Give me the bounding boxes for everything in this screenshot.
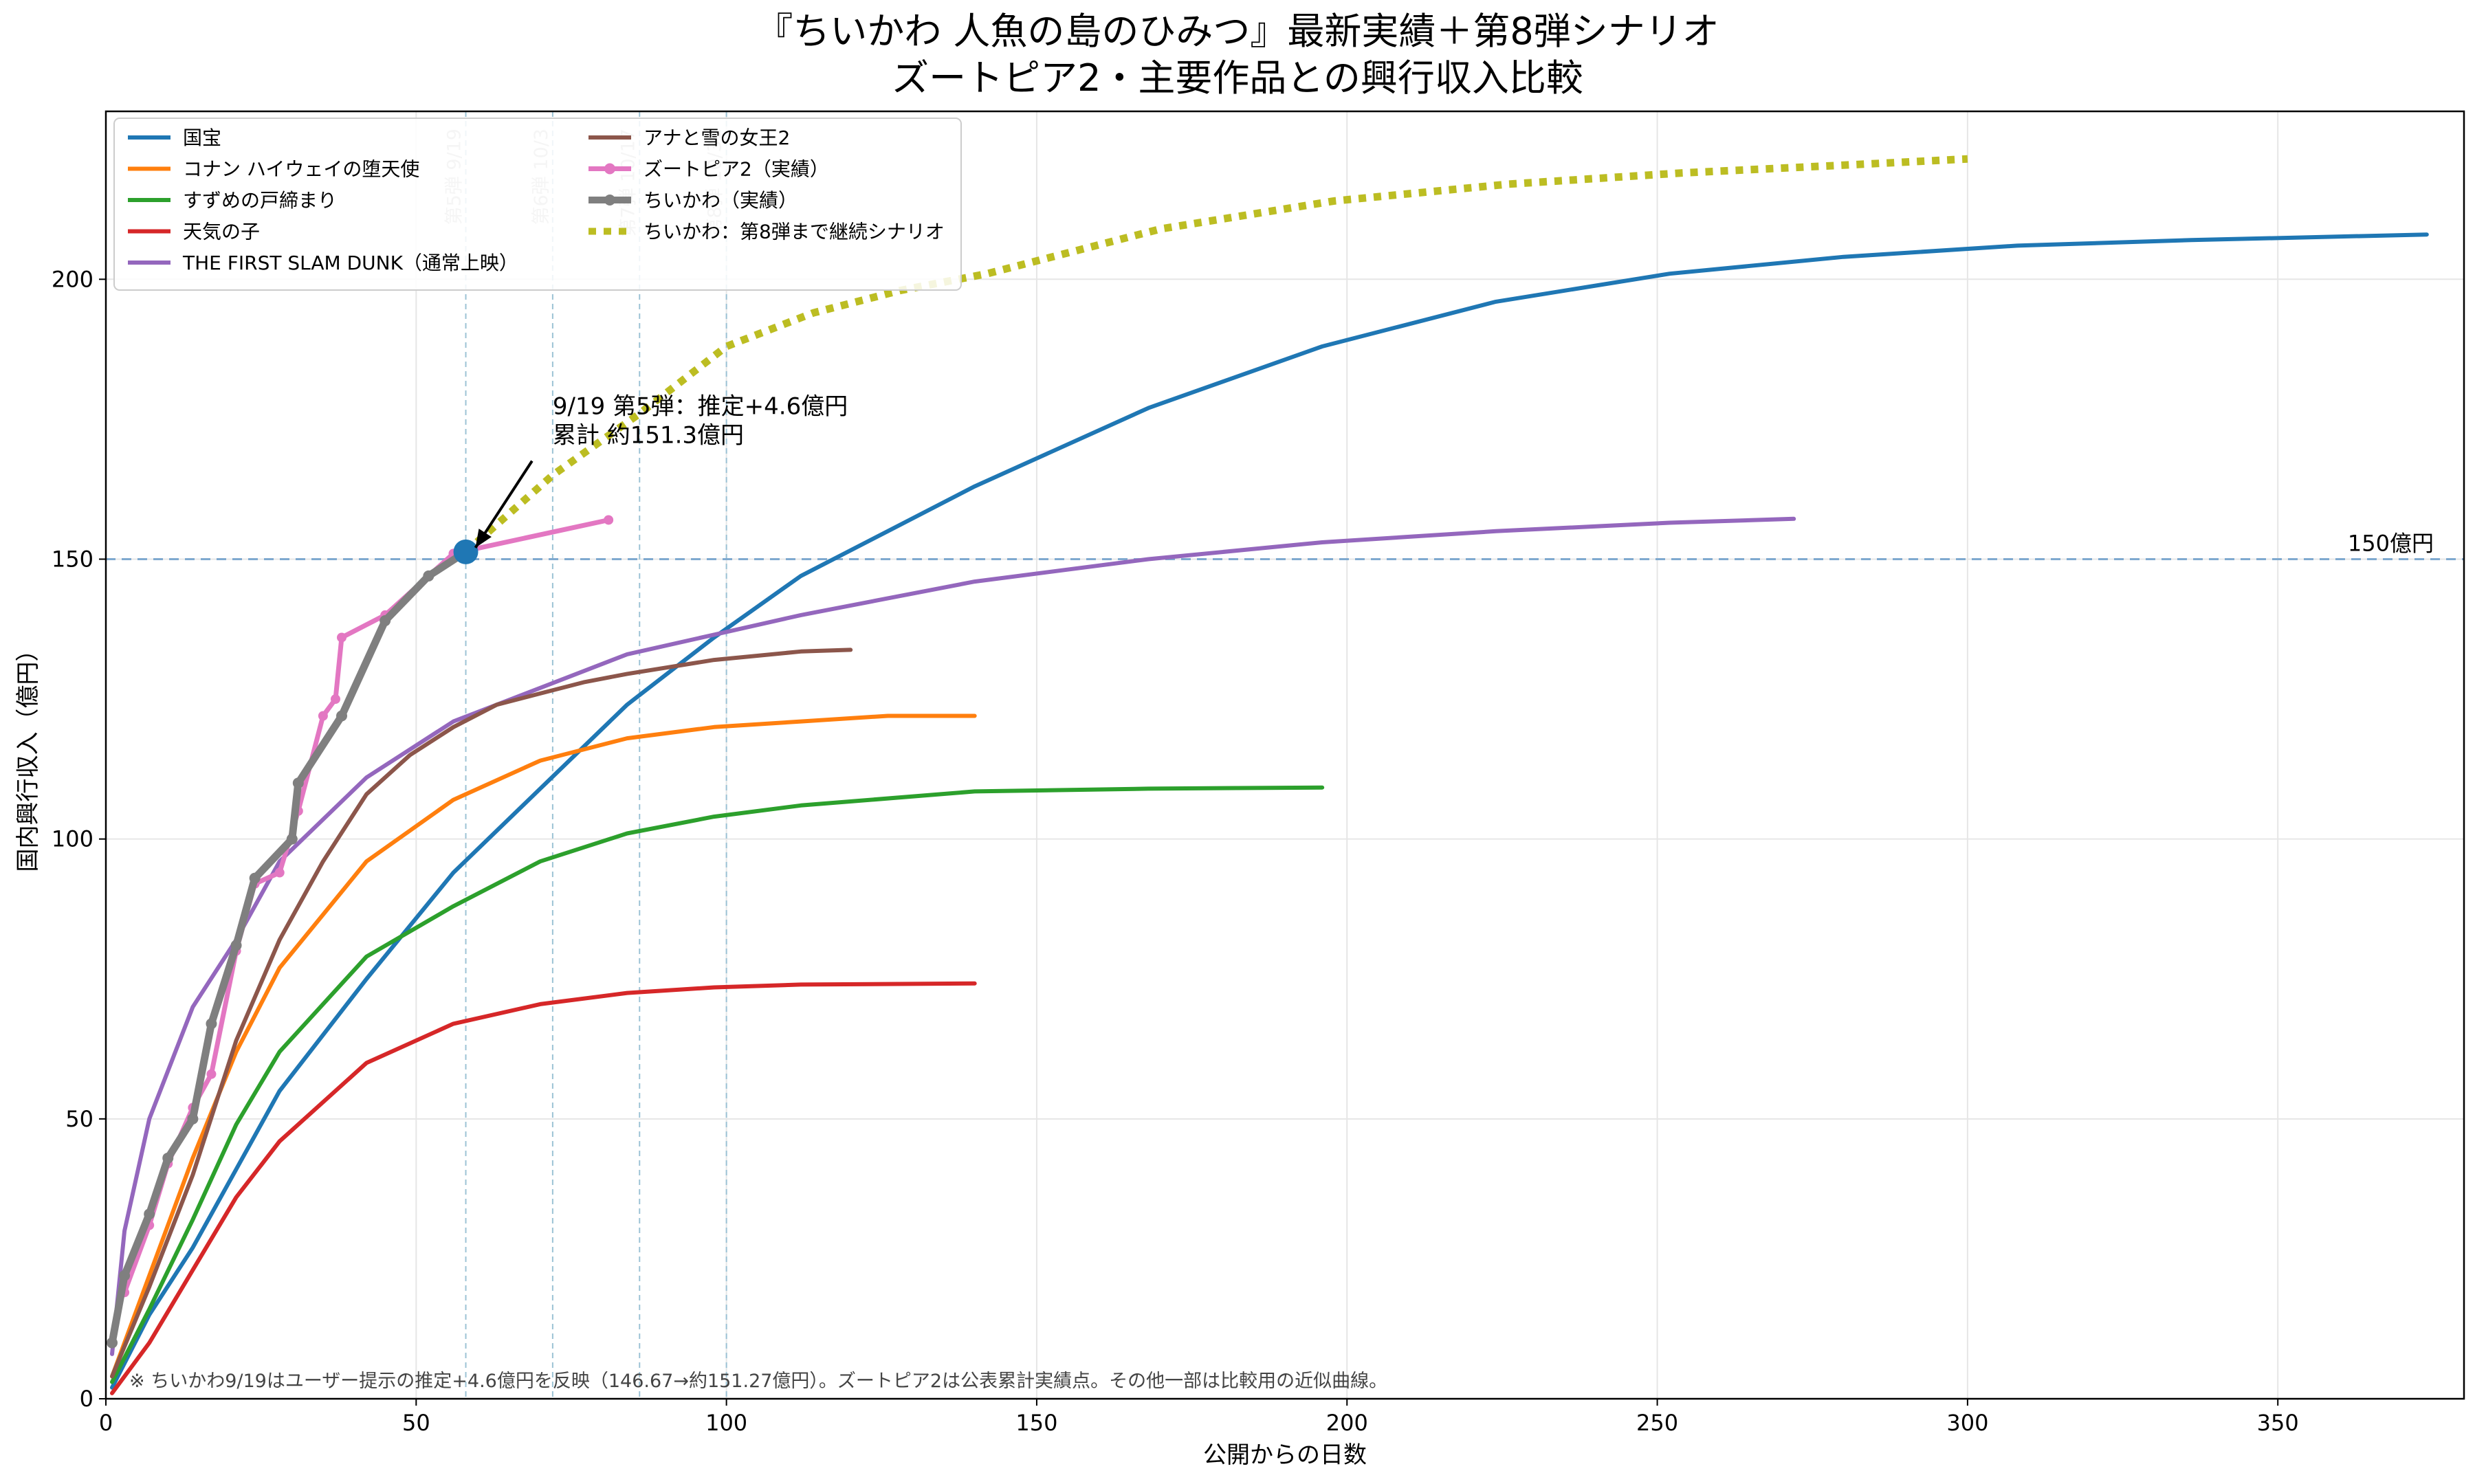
legend-label: ちいかわ：第8弾まで継続シナリオ [644, 221, 945, 243]
series-line [122, 518, 611, 1295]
legend-label: すずめの戸締まり [183, 189, 337, 212]
annotation-arrow-head [475, 529, 492, 548]
x-tick-label: 0 [99, 1410, 113, 1436]
x-tick-label: 200 [1326, 1410, 1368, 1436]
series-line [110, 647, 853, 1379]
x-tick-label: 150 [1015, 1410, 1057, 1436]
legend-swatch-marker [604, 163, 615, 175]
series-line [110, 232, 2429, 1390]
x-tick-label: 50 [402, 1410, 430, 1436]
legend-frame [113, 118, 962, 291]
series-line [110, 516, 1796, 1356]
legend-label: THE FIRST SLAM DUNK（通常上映） [182, 252, 518, 274]
annotation-text: 累計 約151.3億円 [553, 422, 744, 450]
series-point [318, 711, 328, 721]
series-line [110, 785, 1325, 1384]
legend-label: アナと雪の女王2 [644, 126, 790, 149]
y-axis-label: 国内興行収入（億円） [14, 639, 42, 872]
x-tick-label: 250 [1636, 1410, 1678, 1436]
legend-swatch-marker [604, 195, 615, 206]
y-tick-label: 100 [52, 826, 94, 852]
annotation-text: 9/19 第5弾：推定+4.6億円 [553, 393, 848, 421]
x-tick-label: 100 [705, 1410, 747, 1436]
series-point [292, 777, 304, 789]
series-point [162, 1152, 174, 1164]
y-tick-label: 150 [52, 546, 94, 572]
x-tick-label: 300 [1946, 1410, 1988, 1436]
series-point [144, 1208, 155, 1220]
series-point [423, 570, 434, 582]
chart-title: 『ちいかわ 人魚の島のひみつ』最新実績＋第8弾シナリオ [756, 10, 1719, 53]
legend-label: 国宝 [183, 126, 221, 149]
series-point [187, 1113, 199, 1125]
series-point [337, 632, 346, 643]
series-line [110, 981, 977, 1395]
y-tick-label: 200 [52, 266, 94, 292]
series-point [107, 1337, 118, 1349]
series-line [108, 548, 470, 1347]
series-point [336, 710, 347, 722]
legend-label: 天気の子 [183, 221, 260, 243]
plot-frame [104, 110, 2465, 1400]
series-point [206, 1069, 217, 1079]
series-line [463, 155, 1968, 555]
highlight-point [453, 539, 478, 564]
series-point [249, 872, 261, 884]
series-point [286, 833, 298, 845]
legend-label: コナン ハイウェイの堕天使 [183, 158, 419, 181]
footnote: ※ ちいかわ9/19はユーザー提示の推定+4.6億円を反映（146.67→約15… [129, 1371, 1387, 1392]
series-point [604, 515, 614, 525]
series-point [380, 615, 391, 627]
legend-label: ちいかわ（実績） [644, 189, 798, 212]
reference-line-label: 150億円 [2348, 530, 2434, 556]
series-point [206, 1018, 217, 1030]
series-group [107, 155, 2429, 1395]
y-tick-label: 0 [80, 1386, 94, 1412]
legend-label: ズートピア2（実績） [644, 158, 829, 181]
chart-subtitle: ズートピア2・主要作品との興行収入比較 [892, 56, 1583, 100]
series-point [274, 867, 285, 878]
series-line [110, 713, 977, 1379]
series-point [330, 694, 340, 705]
series-point [230, 940, 242, 951]
series-point [119, 1270, 131, 1281]
x-tick-label: 350 [2257, 1410, 2299, 1436]
x-axis-label: 公開からの日数 [1203, 1441, 1367, 1469]
y-tick-label: 50 [65, 1106, 94, 1132]
